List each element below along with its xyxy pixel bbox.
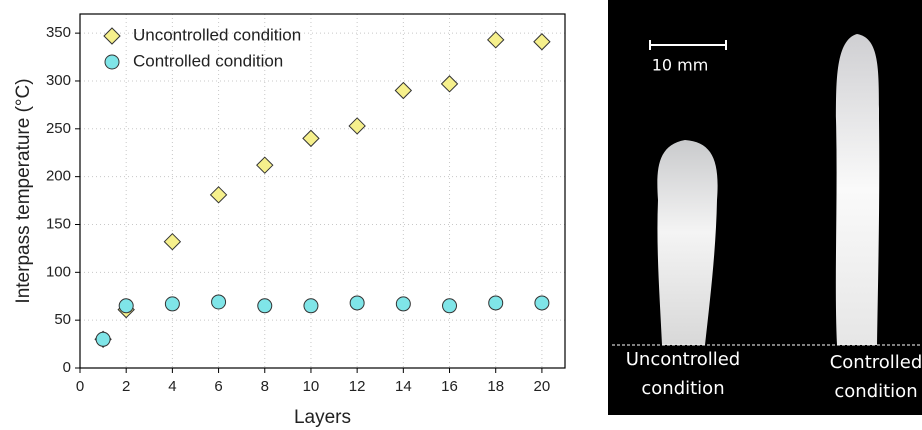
y-tick-label: 300 xyxy=(46,72,71,89)
controlled-label: condition xyxy=(834,381,917,402)
y-tick-label: 50 xyxy=(54,311,71,328)
uncontrolled-label: Uncontrolled xyxy=(626,349,740,370)
x-axis-label: Layers xyxy=(294,407,351,428)
uncontrolled-specimen xyxy=(657,140,718,345)
x-tick-label: 8 xyxy=(261,378,269,395)
point xyxy=(488,295,504,311)
x-tick-label: 6 xyxy=(214,378,222,395)
x-tick-label: 10 xyxy=(303,378,320,395)
point xyxy=(442,298,458,314)
y-tick-label: 250 xyxy=(46,120,71,137)
x-tick-label: 4 xyxy=(168,378,176,395)
point xyxy=(395,296,411,312)
y-tick-label: 0 xyxy=(63,359,71,376)
y-axis-label: Interpass temperature (°C) xyxy=(13,78,34,303)
chart: 0 50 100 150 200 250 300 350 0 2 4 6 8 10 12 14 16 18 20 La… xyxy=(13,13,566,428)
y-tick-label: 350 xyxy=(46,24,71,41)
point xyxy=(118,298,134,314)
y-tick-label: 100 xyxy=(46,263,71,280)
point xyxy=(302,129,320,148)
x-tick-label: 2 xyxy=(122,378,130,395)
point xyxy=(163,233,182,251)
controlled-label: Controlled xyxy=(830,352,922,373)
point xyxy=(487,31,505,49)
x-tick-label: 12 xyxy=(349,378,366,395)
point xyxy=(95,331,111,347)
y-tick-label: 200 xyxy=(46,168,71,185)
point xyxy=(440,75,459,93)
legend-label: Uncontrolled condition xyxy=(133,25,301,44)
plot-frame xyxy=(79,13,566,369)
y-tick-label: 150 xyxy=(46,215,71,232)
point xyxy=(211,294,227,310)
legend-marker xyxy=(104,54,120,70)
point xyxy=(349,295,365,311)
x-tick-label: 20 xyxy=(534,378,551,395)
point xyxy=(348,117,366,135)
point xyxy=(164,296,180,312)
x-tick-label: 18 xyxy=(487,378,504,395)
x-tick-label: 16 xyxy=(441,378,458,395)
scale-label: 10 mm xyxy=(652,56,709,75)
photo: 10 mm Uncontrolled condition Controlled … xyxy=(608,0,922,415)
legend-marker xyxy=(103,27,121,45)
point xyxy=(257,298,273,314)
uncontrolled-label: condition xyxy=(641,378,724,399)
point xyxy=(533,33,551,51)
point xyxy=(303,298,319,314)
controlled-specimen xyxy=(835,34,880,345)
legend-label: Controlled condition xyxy=(133,51,283,70)
x-tick-label: 14 xyxy=(395,378,412,395)
point xyxy=(534,295,550,311)
point xyxy=(209,186,228,204)
point xyxy=(256,156,274,174)
scale-bar xyxy=(649,40,727,50)
point xyxy=(394,81,413,100)
x-tick-label: 0 xyxy=(76,378,84,395)
